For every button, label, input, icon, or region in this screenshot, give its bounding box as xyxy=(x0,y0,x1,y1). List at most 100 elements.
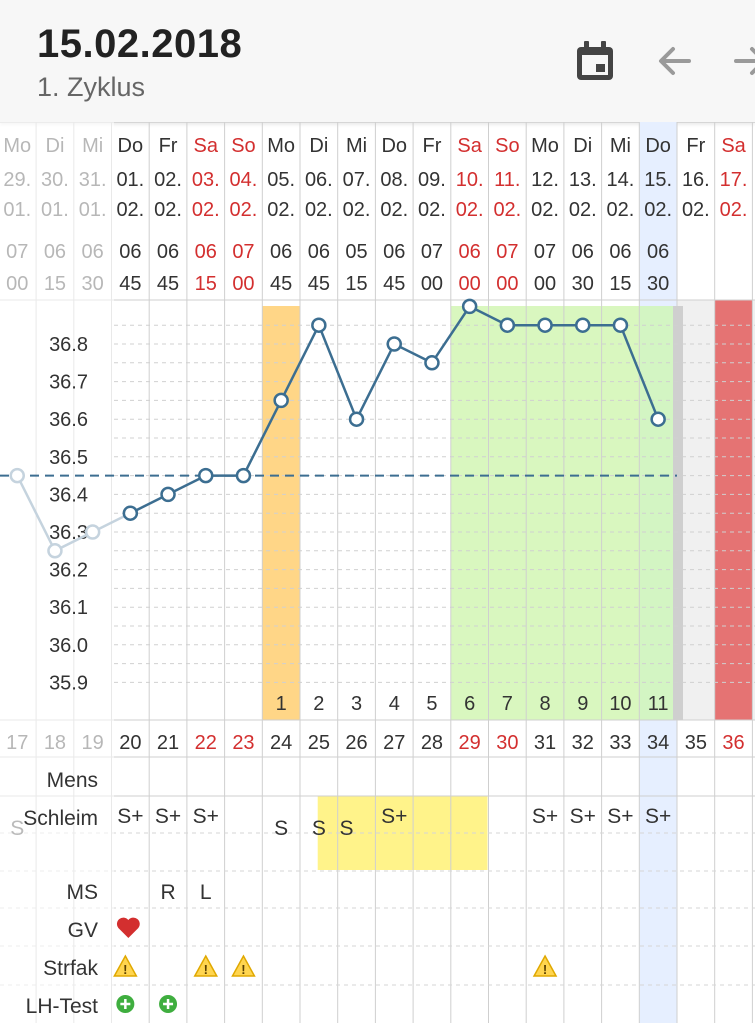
mucus-entry: S+ xyxy=(607,805,633,828)
cycle-day-number: 33 xyxy=(609,732,631,754)
high-phase-number: 5 xyxy=(426,693,437,715)
temperature-point[interactable] xyxy=(160,486,176,503)
date-day-label: 31. xyxy=(79,169,107,191)
forward-button[interactable] xyxy=(725,36,755,86)
date-month-label: 02. xyxy=(569,199,597,221)
temperature-point[interactable] xyxy=(348,411,365,427)
time-hour-label: 06 xyxy=(647,241,669,263)
temperature-point[interactable] xyxy=(47,543,63,559)
date-day-label: 08. xyxy=(380,169,408,191)
time-minute-label: 15 xyxy=(44,273,66,295)
plus-circle-icon-mark xyxy=(120,999,131,1009)
time-minute-label: 15 xyxy=(345,273,367,295)
time-minute-label: 30 xyxy=(647,273,669,295)
date-month-label: 02. xyxy=(493,199,521,221)
temperature-line-faded xyxy=(16,475,131,553)
date-month-label: 02. xyxy=(154,199,182,221)
temperature-point[interactable] xyxy=(499,317,516,333)
future-column xyxy=(752,300,755,720)
weekday-label: So xyxy=(231,135,255,157)
temperature-point[interactable] xyxy=(9,467,25,484)
scroll-fade xyxy=(0,122,114,1023)
time-minute-label: 00 xyxy=(496,273,518,295)
time-minute-label: 45 xyxy=(308,273,330,295)
calendar-icon xyxy=(577,41,613,80)
warning-icon[interactable] xyxy=(193,954,219,977)
ms-entry: R xyxy=(160,881,175,904)
high-phase-number: 3 xyxy=(351,693,362,715)
date-day-label: 16. xyxy=(682,169,710,191)
page-title: 15.02.2018 xyxy=(37,22,243,66)
time-minute-label: 30 xyxy=(82,273,104,295)
time-minute-label: 15 xyxy=(609,273,631,295)
ms-entry: L xyxy=(200,881,212,904)
time-hour-label: 06 xyxy=(119,241,141,263)
back-button[interactable] xyxy=(650,36,700,86)
plus-circle-icon-mark xyxy=(163,999,174,1009)
temperature-point[interactable] xyxy=(273,392,289,409)
high-phase-number: 2 xyxy=(313,693,324,715)
temperature-point[interactable] xyxy=(537,317,553,333)
app-header: 15.02.2018 1. Zyklus xyxy=(0,0,755,123)
time-minute-label: 45 xyxy=(270,273,292,295)
time-minute-label: 45 xyxy=(119,273,141,295)
temperature-point[interactable] xyxy=(198,467,214,484)
time-hour-label: 07 xyxy=(421,241,443,263)
mucus-entry: S xyxy=(10,817,24,840)
weekday-label: Mo xyxy=(531,135,559,157)
date-day-label: 17. xyxy=(720,169,748,191)
y-axis-tick-label: 36.1 xyxy=(49,597,88,619)
date-month-label: 02. xyxy=(267,199,295,221)
weekday-label: Sa xyxy=(194,135,219,157)
weekday-label: Sa xyxy=(721,135,746,157)
temperature-point[interactable] xyxy=(461,298,478,315)
warning-icon-mark: ! xyxy=(543,962,547,977)
temperature-point[interactable] xyxy=(311,317,327,333)
warning-icon[interactable] xyxy=(231,954,256,977)
temperature-point[interactable] xyxy=(235,467,252,484)
cycle-day-number: 25 xyxy=(308,732,330,754)
mucus-entry: S xyxy=(312,817,326,840)
time-hour-label: 06 xyxy=(459,241,481,263)
cycle-day-number: 29 xyxy=(459,732,481,754)
time-hour-label: 06 xyxy=(383,241,405,263)
calendar-button[interactable] xyxy=(570,36,620,86)
mucus-entry: S+ xyxy=(570,805,596,828)
time-hour-label: 06 xyxy=(270,241,292,263)
weekday-label: Do xyxy=(381,135,407,157)
high-phase-number: 7 xyxy=(502,693,513,715)
date-day-label: 15. xyxy=(644,169,672,191)
date-day-label: 05. xyxy=(267,169,295,191)
time-minute-label: 45 xyxy=(383,273,405,295)
period-band xyxy=(714,300,753,720)
time-hour-label: 07 xyxy=(6,241,28,263)
date-month-label: 01. xyxy=(41,199,69,221)
time-minute-label: 00 xyxy=(459,273,481,295)
date-month-label: 01. xyxy=(79,199,107,221)
cycle-day-number: 19 xyxy=(82,732,104,754)
temperature-point[interactable] xyxy=(122,505,139,521)
weekday-label: Mi xyxy=(346,135,367,157)
temperature-point[interactable] xyxy=(84,524,101,540)
date-day-label: 11. xyxy=(494,169,520,191)
cycle-day-number: 17 xyxy=(6,732,28,754)
time-hour-label: 06 xyxy=(82,241,104,263)
temperature-point[interactable] xyxy=(612,317,629,333)
mucus-entry: S+ xyxy=(645,805,671,828)
heart-icon[interactable] xyxy=(116,917,140,938)
high-phase-number: 11 xyxy=(648,693,669,715)
cycle-day-number: 22 xyxy=(195,732,217,754)
time-hour-label: 06 xyxy=(195,241,217,263)
y-axis-tick-label: 36.6 xyxy=(49,409,88,431)
temperature-point[interactable] xyxy=(650,411,666,427)
date-day-label: 14. xyxy=(607,169,635,191)
temperature-point[interactable] xyxy=(424,355,440,371)
y-axis-tick-label: 36.5 xyxy=(49,447,88,469)
time-minute-label: 45 xyxy=(157,273,179,295)
warning-icon[interactable] xyxy=(113,954,138,977)
temperature-point[interactable] xyxy=(575,317,591,333)
temperature-point[interactable] xyxy=(386,336,402,352)
warning-icon[interactable] xyxy=(532,954,558,977)
cycle-day-number: 28 xyxy=(421,732,443,754)
